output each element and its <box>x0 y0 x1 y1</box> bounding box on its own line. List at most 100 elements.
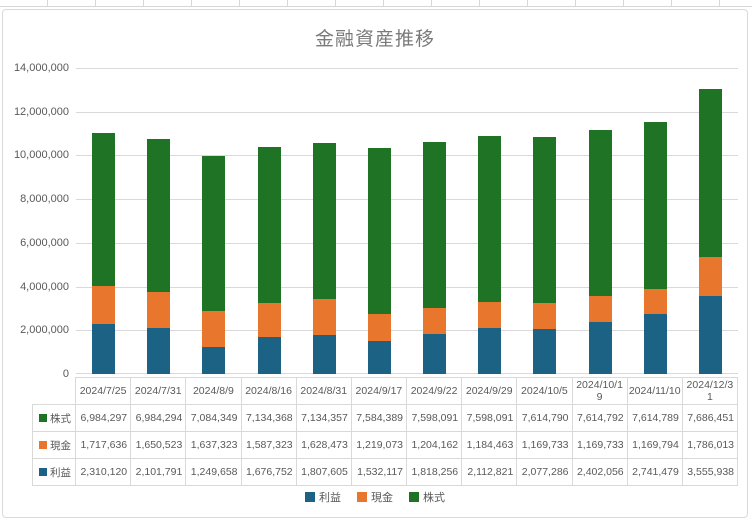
bar-segment-利益[interactable] <box>533 328 557 374</box>
bar-segment-利益[interactable] <box>643 314 667 374</box>
table-value-cell: 1,204,162 <box>407 432 463 459</box>
y-axis-tick-label: 8,000,000 <box>20 193 69 206</box>
table-value-cell: 1,676,752 <box>241 459 297 486</box>
legend-item-株式[interactable]: 株式 <box>409 489 445 505</box>
bar-segment-現金[interactable] <box>367 313 391 341</box>
plot-gridline <box>76 373 738 374</box>
bar-segment-現金[interactable] <box>312 298 336 335</box>
bar-segment-利益[interactable] <box>478 327 502 374</box>
table-value-cell: 7,584,389 <box>351 405 407 432</box>
bar-segment-現金[interactable] <box>643 288 667 315</box>
table-value-cell: 1,587,323 <box>241 432 297 459</box>
table-value-cell: 1,169,794 <box>627 432 683 459</box>
table-value-cell: 6,984,294 <box>131 405 187 432</box>
plot-gridline <box>76 330 738 332</box>
table-value-cell: 1,807,605 <box>296 459 352 486</box>
stacked-bar[interactable] <box>423 141 447 374</box>
plot-area <box>76 68 738 374</box>
chart-legend: 利益 現金 株式 <box>3 489 747 505</box>
bar-segment-株式[interactable] <box>533 136 557 304</box>
plot-gridline <box>76 68 738 69</box>
table-date-header: 2024/10/19 <box>572 377 628 405</box>
stacked-bar[interactable] <box>92 133 116 374</box>
stacked-bar[interactable] <box>698 89 722 374</box>
stacked-bar[interactable] <box>147 139 171 374</box>
stacked-bar[interactable] <box>367 148 391 374</box>
y-axis-tick-label: 6,000,000 <box>20 236 69 249</box>
plot-gridline <box>76 286 738 288</box>
table-date-header: 2024/8/31 <box>296 377 352 405</box>
legend-color-swatch <box>357 492 367 502</box>
bar-segment-株式[interactable] <box>257 146 281 303</box>
bar-segment-現金[interactable] <box>478 301 502 328</box>
stacked-bar[interactable] <box>643 122 667 374</box>
table-value-cell: 7,134,357 <box>296 405 352 432</box>
table-value-cell: 2,112,821 <box>462 459 518 486</box>
table-value-cell: 2,402,056 <box>572 459 628 486</box>
legend-label: 利益 <box>319 492 341 504</box>
table-date-header: 2024/12/31 <box>682 377 738 405</box>
chart-title[interactable]: 金融資産推移 <box>314 29 435 50</box>
stacked-bar[interactable] <box>588 129 612 374</box>
y-axis-tick-label: 10,000,000 <box>13 149 69 162</box>
bar-segment-株式[interactable] <box>698 89 722 258</box>
table-date-header: 2024/11/10 <box>627 377 683 405</box>
bar-segment-株式[interactable] <box>92 133 116 286</box>
bar-segment-現金[interactable] <box>202 310 226 347</box>
table-value-cell: 7,598,091 <box>462 405 518 432</box>
table-value-cell: 2,077,286 <box>517 459 573 486</box>
y-axis-tick-label: 2,000,000 <box>20 324 69 337</box>
bar-segment-株式[interactable] <box>202 156 226 311</box>
table-value-cell: 2,741,479 <box>627 459 683 486</box>
bar-segment-現金[interactable] <box>533 303 557 329</box>
bar-segment-株式[interactable] <box>643 122 667 289</box>
table-value-cell: 1,637,323 <box>186 432 242 459</box>
bar-segment-現金[interactable] <box>92 285 116 324</box>
legend-item-現金[interactable]: 現金 <box>357 489 393 505</box>
legend-item-利益[interactable]: 利益 <box>305 489 341 505</box>
worksheet-gridlines <box>0 0 752 7</box>
bar-segment-利益[interactable] <box>257 337 281 374</box>
bar-segment-利益[interactable] <box>147 328 171 374</box>
table-value-cell: 3,555,938 <box>682 459 738 486</box>
table-series-key: 現金 <box>32 432 76 459</box>
bar-segment-利益[interactable] <box>423 334 447 374</box>
stacked-bar[interactable] <box>312 142 336 374</box>
table-value-cell: 7,614,792 <box>572 405 628 432</box>
stacked-bar[interactable] <box>257 146 281 374</box>
bar-segment-株式[interactable] <box>312 142 336 299</box>
bar-segment-現金[interactable] <box>588 295 612 322</box>
stacked-bar[interactable] <box>533 136 557 374</box>
bar-segment-現金[interactable] <box>423 307 447 335</box>
bar-segment-現金[interactable] <box>698 257 722 297</box>
table-value-cell: 7,614,789 <box>627 405 683 432</box>
bar-segment-株式[interactable] <box>147 139 171 292</box>
bar-segment-利益[interactable] <box>367 340 391 374</box>
y-axis-labels: 0 2,000,000 4,000,000 6,000,000 8,000,000 10,… <box>3 62 69 380</box>
bar-segment-現金[interactable] <box>257 302 281 338</box>
series-color-swatch <box>39 468 47 476</box>
chart-frame[interactable]: 金融資産推移 0 2,000,000 4,000,000 6,000,000 8,000… <box>2 9 748 518</box>
bar-segment-株式[interactable] <box>478 135 502 302</box>
series-name-label: 現金 <box>50 439 71 452</box>
table-value-cell: 1,628,473 <box>296 432 352 459</box>
bar-segment-利益[interactable] <box>588 321 612 374</box>
table-date-header: 2024/8/9 <box>186 377 242 405</box>
bar-segment-株式[interactable] <box>588 129 612 296</box>
stacked-bar[interactable] <box>478 135 502 374</box>
bar-segment-利益[interactable] <box>92 323 116 374</box>
bar-segment-株式[interactable] <box>423 141 447 308</box>
bar-segment-利益[interactable] <box>698 296 722 374</box>
stacked-bar[interactable] <box>202 156 226 374</box>
bar-segment-現金[interactable] <box>147 292 171 329</box>
table-date-header: 2024/7/31 <box>131 377 187 405</box>
table-value-cell: 2,310,120 <box>76 459 132 486</box>
bar-segment-利益[interactable] <box>312 334 336 374</box>
chart-data-table[interactable]: 2024/7/25 2024/7/31 2024/8/9 2024/8/16 2024/… <box>32 377 738 486</box>
bar-segment-株式[interactable] <box>367 148 391 314</box>
plot-gridline <box>76 242 738 244</box>
bar-segment-利益[interactable] <box>202 346 226 374</box>
table-date-header: 2024/10/5 <box>517 377 573 405</box>
table-value-cell: 1,184,463 <box>462 432 518 459</box>
